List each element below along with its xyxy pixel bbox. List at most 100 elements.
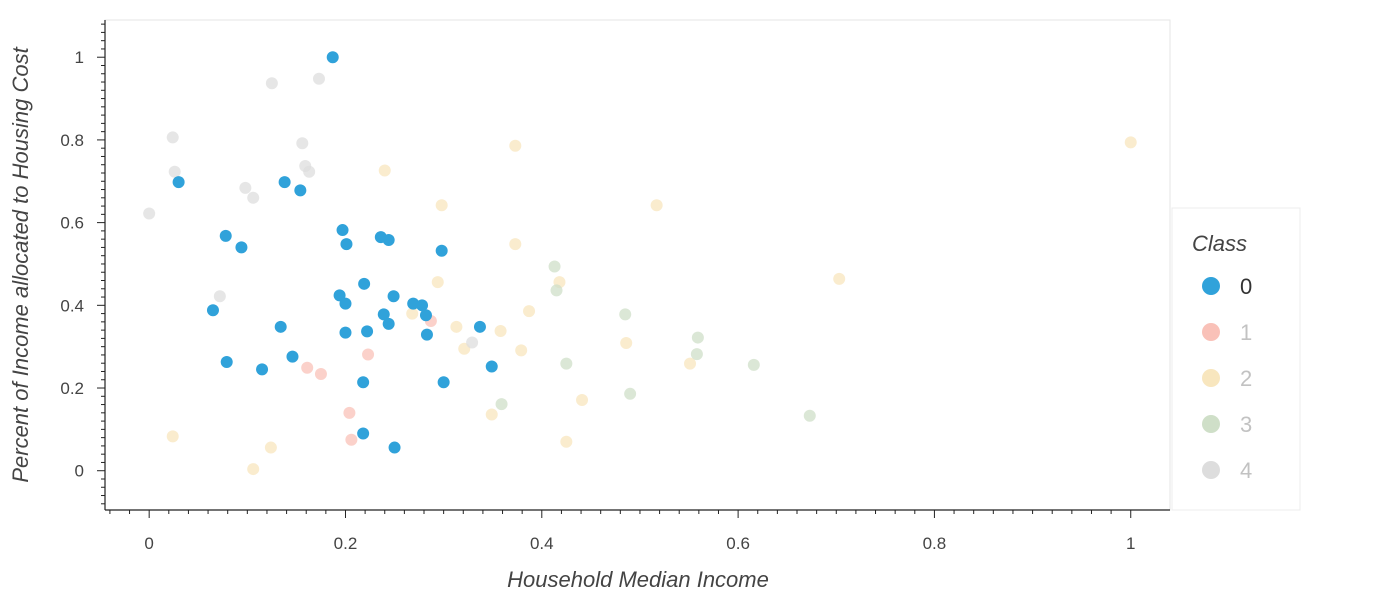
data-point xyxy=(166,131,179,144)
y-tick-label: 0 xyxy=(75,462,84,481)
data-point xyxy=(485,360,498,373)
y-axis-title: Percent of Income allocated to Housing C… xyxy=(8,46,33,482)
data-point xyxy=(343,406,356,419)
x-axis-title: Household Median Income xyxy=(507,567,769,592)
y-tick-label: 0.4 xyxy=(60,296,84,315)
y-tick-label: 0.8 xyxy=(60,131,84,150)
data-point xyxy=(560,435,573,448)
legend-marker xyxy=(1202,323,1220,341)
data-point xyxy=(620,336,633,349)
data-point xyxy=(619,308,632,321)
series-4 xyxy=(143,72,479,349)
data-point xyxy=(684,357,697,370)
x-tick-label: 0.4 xyxy=(530,534,554,553)
data-point xyxy=(550,284,563,297)
x-tick-label: 0.8 xyxy=(923,534,947,553)
data-point xyxy=(220,355,233,368)
data-point xyxy=(312,72,325,85)
data-point xyxy=(1124,136,1137,149)
data-point xyxy=(473,320,486,333)
data-point xyxy=(340,238,353,251)
data-point xyxy=(361,325,374,338)
data-point xyxy=(339,297,352,310)
legend-item-2[interactable]: 2 xyxy=(1202,366,1252,391)
data-point xyxy=(314,367,327,380)
data-point xyxy=(357,427,370,440)
data-point xyxy=(303,165,316,178)
x-tick-label: 0.6 xyxy=(726,534,750,553)
legend-item-4[interactable]: 4 xyxy=(1202,458,1252,483)
data-point xyxy=(358,277,371,290)
data-point xyxy=(377,308,390,321)
data-point xyxy=(523,305,536,318)
data-point xyxy=(339,326,352,339)
data-point xyxy=(239,181,252,194)
legend-marker xyxy=(1202,369,1220,387)
legend-label: 0 xyxy=(1240,274,1252,299)
data-point xyxy=(294,184,307,197)
legend-item-1[interactable]: 1 xyxy=(1202,320,1252,345)
legend-item-0[interactable]: 0 xyxy=(1202,274,1252,299)
data-point xyxy=(450,320,463,333)
data-point xyxy=(333,289,346,302)
data-point xyxy=(301,361,314,374)
y-axis: 0 0.2 0.4 0.6 0.8 1 xyxy=(60,20,106,510)
x-tick-label: 0.2 xyxy=(334,534,358,553)
legend-label: 2 xyxy=(1240,366,1252,391)
y-tick-label: 1 xyxy=(75,48,84,67)
data-point xyxy=(172,176,185,189)
data-point xyxy=(387,290,400,303)
data-point xyxy=(265,77,278,90)
data-point xyxy=(166,430,179,443)
data-point xyxy=(420,328,433,341)
data-point xyxy=(168,165,181,178)
legend-items: 0 1 2 3 4 xyxy=(1202,274,1252,483)
data-point xyxy=(278,176,291,189)
legend-item-3[interactable]: 3 xyxy=(1202,412,1252,437)
data-point xyxy=(357,376,370,389)
data-point xyxy=(326,51,339,64)
data-point xyxy=(691,331,704,344)
legend: Class 0 1 2 3 4 xyxy=(1171,207,1301,511)
data-point xyxy=(416,299,429,312)
legend-label: 4 xyxy=(1240,458,1252,483)
series-3 xyxy=(495,260,816,422)
series-0 xyxy=(172,51,498,454)
data-point xyxy=(382,233,395,246)
points-layer xyxy=(143,51,1137,476)
data-point xyxy=(435,244,448,257)
legend-label: 1 xyxy=(1240,320,1252,345)
data-point xyxy=(206,304,219,317)
data-point xyxy=(650,199,663,212)
data-point xyxy=(219,229,232,242)
legend-box xyxy=(1171,207,1301,511)
data-point xyxy=(235,241,248,254)
x-axis: 0 0.2 0.4 0.6 0.8 1 xyxy=(105,509,1170,553)
data-point xyxy=(362,348,375,361)
data-point xyxy=(576,394,589,407)
legend-marker xyxy=(1202,277,1220,295)
legend-title: Class xyxy=(1192,231,1247,256)
data-point xyxy=(509,238,522,251)
data-point xyxy=(143,207,156,220)
data-point xyxy=(247,191,260,204)
legend-marker xyxy=(1202,461,1220,479)
x-tick-label: 0 xyxy=(144,534,153,553)
data-point xyxy=(485,408,498,421)
data-point xyxy=(336,224,349,237)
data-point xyxy=(690,348,703,361)
data-point xyxy=(213,290,226,303)
data-point xyxy=(274,320,287,333)
data-point xyxy=(466,336,479,349)
data-point xyxy=(833,272,846,285)
data-point xyxy=(378,164,391,177)
data-point xyxy=(382,317,395,330)
y-tick-label: 0.2 xyxy=(60,379,84,398)
data-point xyxy=(296,137,309,150)
data-point xyxy=(256,363,269,376)
legend-label: 3 xyxy=(1240,412,1252,437)
legend-marker xyxy=(1202,415,1220,433)
y-tick-label: 0.6 xyxy=(60,214,84,233)
data-point xyxy=(247,463,260,476)
